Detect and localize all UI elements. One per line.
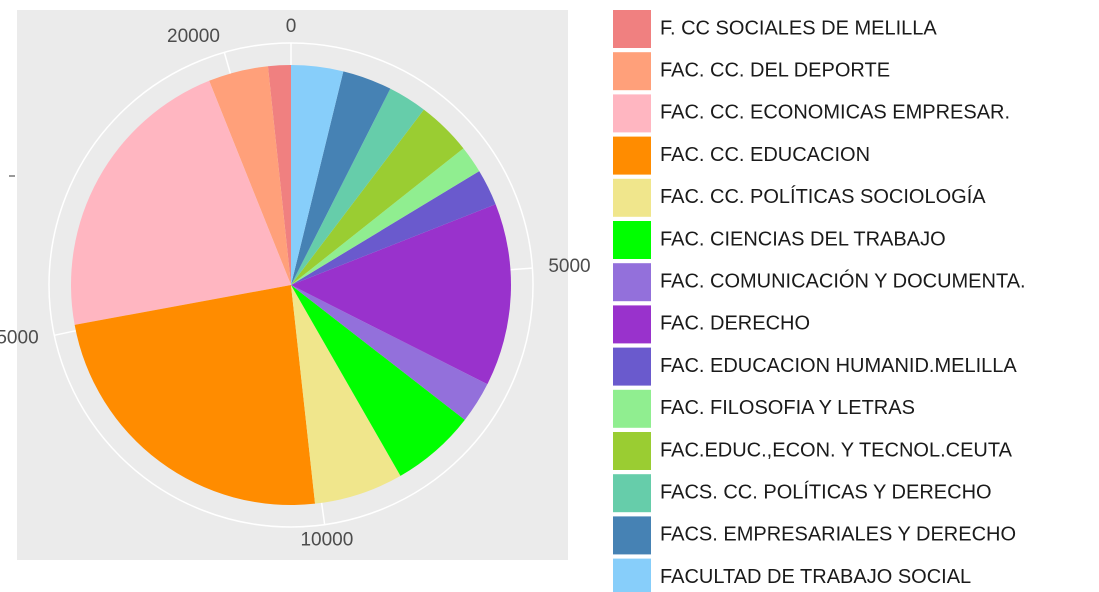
pie-slice [291,71,391,285]
legend-key [613,178,651,217]
legend-label: FAC. CC. EDUCACION [660,144,870,166]
legend-key [613,474,651,513]
pie-slice [291,285,488,420]
legend-label: FAC. DERECHO [660,313,810,335]
legend-label: FAC. CC. DEL DEPORTE [660,59,890,81]
pie-slice [267,65,291,285]
legend-key [613,347,651,386]
legend-label: FAC. CC. ECONOMICAS EMPRESAR. [660,102,1010,124]
legend-label: FACS. EMPRESARIALES Y DERECHO [660,524,1016,546]
legend-label: F. CC SOCIALES DE MELILLA [660,17,937,39]
pie-slice [291,285,465,476]
pie-slice [291,204,511,385]
x-tick-label: 0 [286,16,297,37]
legend-label: FAC. CC. POLÍTICAS SOCIOLOGÍA [660,185,986,208]
legend-key [613,263,651,302]
pie-slice [291,109,464,285]
legend-key [613,10,651,48]
legend-label: FACS. CC. POLÍTICAS Y DERECHO [660,480,992,503]
legend-label: FAC. COMUNICACIÓN Y DOCUMENTA. [660,269,1026,292]
pie-slice [291,285,401,504]
pie-slice [291,171,496,285]
x-tick-label: 5000 [548,256,590,277]
legend-key [613,389,651,428]
pie-slice [209,66,291,285]
x-tick-label: 20000 [167,26,220,47]
legend-key [613,136,651,175]
legend-label: FAC. EDUCACION HUMANID.MELILLA [660,355,1017,377]
legend-key [613,432,651,470]
legend-key [613,305,651,344]
legend-key [613,94,651,133]
legend-key [613,52,651,91]
legend-label: FAC.EDUC.,ECON. Y TECNOL.CEUTA [660,439,1013,461]
pie-slice [291,148,480,285]
legend-label: FAC. CIENCIAS DEL TRABAJO [660,228,946,250]
pie-slice [71,80,291,325]
legend-key [613,558,651,592]
legend-key [613,221,651,259]
legend-label: FAC. FILOSOFIA Y LETRAS [660,397,915,419]
pie-slice [74,285,316,505]
x-tick-label: 10000 [300,530,353,551]
pie-slice [291,65,344,285]
pie-slice [291,88,424,285]
legend-key [613,516,651,555]
legend-label: FACULTAD DE TRABAJO SOCIAL [660,566,971,588]
x-tick-label: 15000 [0,328,39,349]
